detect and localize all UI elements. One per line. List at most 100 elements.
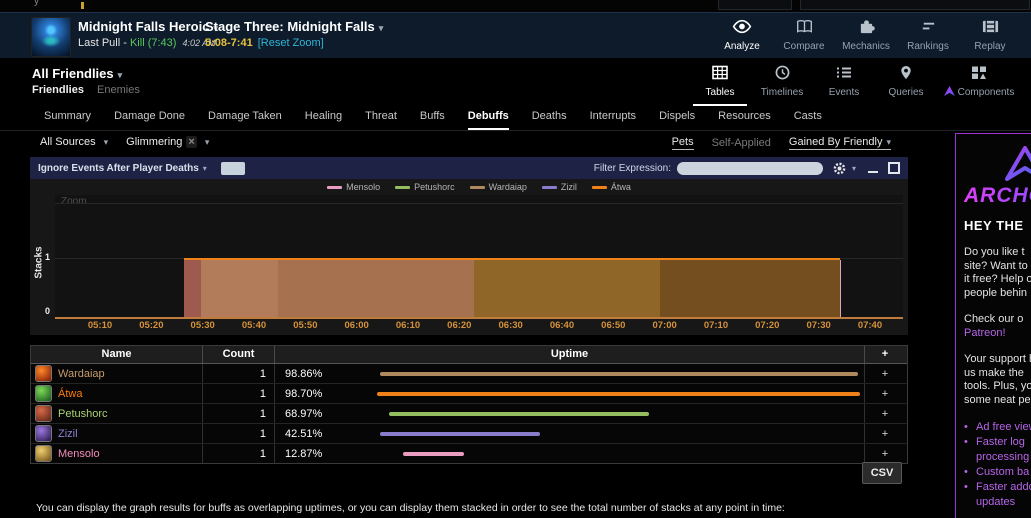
tab[interactable]: Casts	[793, 110, 822, 122]
pets-toggle[interactable]: Pets	[671, 136, 694, 150]
nav-item-replay[interactable]: Replay	[959, 19, 1021, 60]
expand-button[interactable]: +	[881, 367, 889, 380]
gained-by-friendly-dropdown[interactable]: Gained By Friendly ▾	[788, 136, 891, 150]
tab[interactable]: Debuffs	[467, 110, 509, 130]
table-row[interactable]: Petushorc 1 68.97% +	[31, 404, 907, 424]
nav-item-components[interactable]: Components	[937, 65, 1021, 106]
class-icon	[35, 365, 52, 382]
uptime-bar	[379, 431, 541, 436]
nav-item-tables[interactable]: Tables	[689, 65, 751, 106]
uptime-percent: 68.97%	[285, 407, 323, 420]
x-axis-tick: 06:10	[395, 320, 421, 331]
header-uptime[interactable]: Uptime	[275, 346, 865, 363]
nav-item-timelines[interactable]: Timelines	[751, 65, 813, 106]
reset-zoom-link[interactable]: [Reset Zoom]	[257, 37, 324, 49]
ad-bullet-line: • Faster addo	[964, 480, 1031, 495]
friendlies-dropdown[interactable]: All Friendlies ▾	[32, 66, 122, 81]
ignore-deaths-toggle[interactable]	[220, 161, 245, 175]
name-cell: Wardaiap	[31, 364, 203, 383]
count-cell: 1	[203, 404, 275, 423]
ability-filter-dropdown[interactable]: Glimmering × ▾	[126, 136, 209, 148]
header-count[interactable]: Count	[203, 346, 275, 363]
encounter-title-dropdown[interactable]: Midnight Falls Heroic ▾	[78, 19, 218, 34]
player-name[interactable]: Zizil	[58, 427, 78, 440]
boss-portrait-icon[interactable]	[31, 17, 71, 57]
name-cell: Mensolo	[31, 444, 203, 463]
chart-plot-area[interactable]: Zoom	[55, 195, 903, 319]
self-applied-toggle[interactable]: Self-Applied	[711, 137, 771, 149]
legend-item[interactable]: Wardaiap	[469, 182, 527, 192]
view-modes: Friendlies Enemies	[32, 84, 150, 96]
remove-filter-icon[interactable]: ×	[186, 136, 197, 148]
mode-enemies[interactable]: Enemies	[97, 84, 140, 96]
tab[interactable]: Threat	[365, 110, 397, 122]
nav-item-compare[interactable]: Compare	[773, 19, 835, 60]
ad-paragraph: Your support h us make the tools. Plus, yo…	[964, 353, 1031, 407]
player-name[interactable]: Wardaiap	[58, 367, 105, 380]
expand-button[interactable]: +	[881, 407, 889, 420]
nav-item-queries[interactable]: Queries	[875, 65, 937, 106]
x-axis-tick: 07:00	[652, 320, 677, 331]
graph-settings[interactable]: ▾	[833, 162, 856, 175]
caret-down-icon: ▾	[117, 70, 123, 80]
encounter-header: Midnight Falls Heroic ▾ Last Pull - Kill …	[0, 12, 1031, 60]
mode-friendlies[interactable]: Friendlies	[32, 84, 84, 96]
ignore-deaths-dropdown[interactable]: Ignore Events After Player Deaths	[38, 162, 199, 174]
main-nav: Analyze Compare Mechanics Rankings Repla…	[711, 19, 1021, 60]
nav-item-events[interactable]: Events	[813, 65, 875, 106]
count-cell: 1	[203, 444, 275, 463]
table-row[interactable]: Átwa 1 98.70% +	[31, 384, 907, 404]
tab[interactable]: Interrupts	[589, 110, 637, 122]
tab[interactable]: Resources	[718, 110, 771, 122]
ad-text-line: it free? Help o	[964, 273, 1031, 285]
bullet-marker: •	[964, 481, 968, 493]
table-row[interactable]: Wardaiap 1 98.86% +	[31, 364, 907, 384]
caret-down-icon: ▾	[202, 163, 207, 173]
ad-text-line: tools. Plus, yo	[964, 380, 1031, 392]
player-name[interactable]: Petushorc	[58, 407, 108, 420]
table-row[interactable]: Zizil 1 42.51% +	[31, 424, 907, 444]
header-expand[interactable]: +	[881, 348, 889, 360]
tab[interactable]: Deaths	[531, 110, 567, 122]
expand-button[interactable]: +	[881, 387, 889, 400]
x-axis-tick: 05:10	[87, 320, 113, 331]
legend-item[interactable]: Zizil	[541, 182, 577, 192]
caret-down-icon: ▾	[886, 137, 891, 147]
gear-icon	[833, 162, 846, 174]
csv-button[interactable]: CSV	[862, 462, 902, 484]
ad-paragraph: Check our o Patreon!	[964, 313, 1031, 340]
expand-button[interactable]: +	[881, 447, 889, 460]
legend-label: Mensolo	[346, 182, 381, 192]
nav-item-analyze[interactable]: Analyze	[711, 19, 773, 60]
stage-title-dropdown[interactable]: Stage Three: Midnight Falls ▾	[205, 19, 383, 34]
player-name[interactable]: Mensolo	[58, 447, 100, 460]
legend-item[interactable]: Mensolo	[327, 182, 380, 192]
legend-item[interactable]: Petushorc	[395, 182, 455, 192]
filter-expression-input[interactable]	[676, 161, 823, 175]
player-name[interactable]: Átwa	[58, 387, 83, 400]
table-row[interactable]: Mensolo 1 12.87% +	[31, 444, 907, 463]
tab[interactable]: Healing	[304, 110, 343, 122]
tab[interactable]: Buffs	[419, 110, 445, 122]
x-axis-tick: 07:10	[703, 320, 729, 331]
patreon-link[interactable]: Patreon!	[964, 326, 1006, 339]
table-header-row: Name Count Uptime +	[31, 346, 907, 364]
minimize-icon[interactable]	[868, 171, 878, 173]
chart-segment	[200, 260, 279, 317]
expand-button[interactable]: +	[881, 427, 889, 440]
archon-triangle-icon	[943, 86, 955, 96]
legend-item[interactable]: Átwa	[591, 182, 631, 192]
tab[interactable]: Summary	[44, 110, 92, 122]
maximize-icon[interactable]	[888, 162, 900, 174]
nav-label: Events	[828, 87, 860, 98]
tab[interactable]: Dispels	[659, 110, 696, 122]
tab[interactable]: Damage Done	[114, 110, 185, 122]
sources-dropdown[interactable]: All Sources ▾	[40, 136, 108, 148]
tab[interactable]: Damage Taken	[208, 110, 282, 122]
header-name[interactable]: Name	[31, 346, 203, 363]
uptime-bar	[403, 451, 465, 456]
cropped-top-row: y	[0, 0, 1031, 12]
nav-item-rankings[interactable]: Rankings	[897, 19, 959, 60]
nav-item-mechanics[interactable]: Mechanics	[835, 19, 897, 60]
